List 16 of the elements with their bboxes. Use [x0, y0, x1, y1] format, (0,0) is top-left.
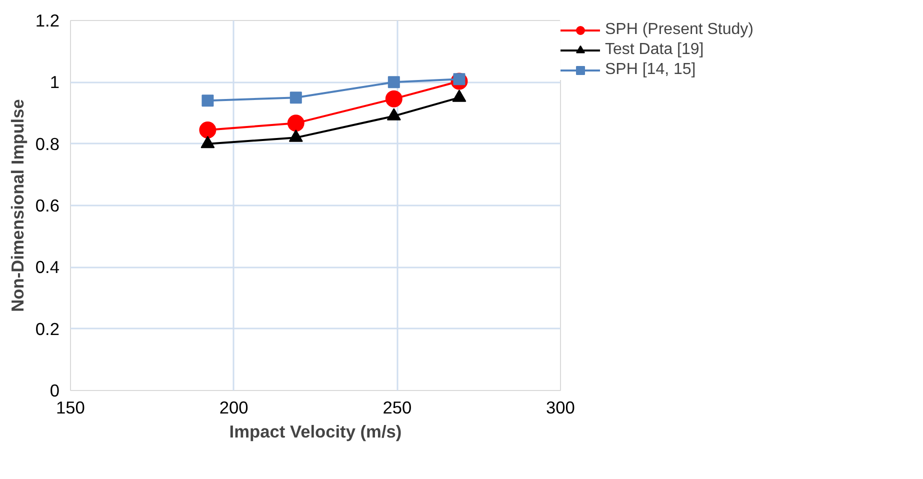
x-tick-label: 150: [56, 398, 85, 418]
y-tick-label: 0.8: [35, 134, 60, 154]
x-tick-label: 250: [382, 398, 412, 418]
y-tick-label: 0: [50, 380, 60, 400]
legend-label: SPH [14, 15]: [605, 61, 696, 79]
y-tick-label: 0.2: [35, 318, 60, 339]
legend-label: SPH (Present Study): [605, 21, 754, 39]
x-tick-label: 200: [219, 398, 248, 418]
x-axis-title: Impact Velocity (m/s): [229, 422, 402, 442]
x-tick-label: 300: [546, 398, 575, 418]
y-tick-label: 1.2: [35, 10, 60, 30]
legend-label: Test Data [19]: [605, 41, 704, 59]
y-tick-label: 0.6: [35, 196, 60, 216]
y-axis-title: Non-Dimensional Impulse: [7, 98, 28, 312]
y-tick-label: 0.4: [35, 257, 60, 278]
y-tick-label: 1: [50, 72, 60, 92]
